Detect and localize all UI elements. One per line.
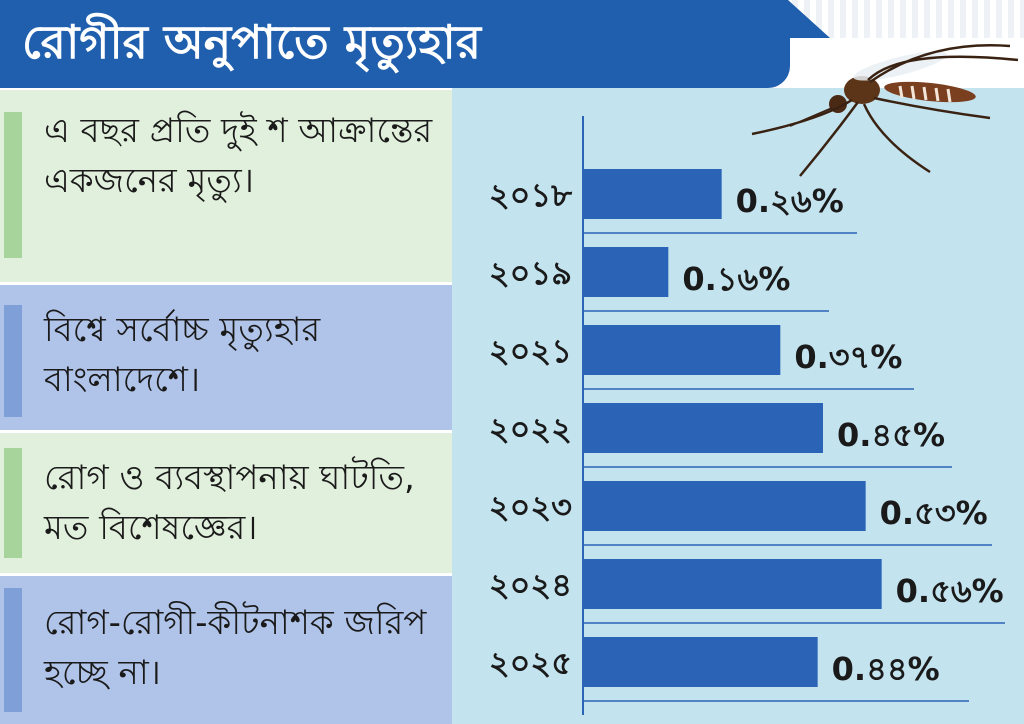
note-marker	[4, 588, 22, 712]
note-panel-2: বিশ্বে সর্বোচ্চ মৃত্যুহার বাংলাদেশে।	[0, 285, 452, 430]
bar	[583, 481, 866, 531]
year-label: ২০১৮	[489, 176, 572, 214]
title-band	[0, 0, 790, 88]
bar	[583, 403, 823, 453]
year-label: ২০২১	[489, 332, 572, 370]
note-text: রোগ-রোগী-কীটনাশক জরিপ হচ্ছে না।	[44, 603, 427, 693]
value-label: 0.৪৪%	[832, 650, 940, 688]
value-label: 0.৫৩%	[880, 494, 988, 532]
year-label: ২০২৪	[489, 566, 572, 604]
bar	[583, 325, 781, 375]
value-label: 0.২৬%	[736, 182, 844, 220]
note-text: এ বছর প্রতি দুই শ আক্রান্তের একজনের মৃত্…	[44, 111, 433, 201]
note-text: রোগ ও ব্যবস্থাপনায় ঘাটতি, মত বিশেষজ্ঞের…	[44, 458, 415, 548]
note-text: বিশ্বে সর্বোচ্চ মৃত্যুহার বাংলাদেশে।	[44, 310, 321, 400]
page-title: রোগীর অনুপাতে মৃত্যুহার	[22, 15, 482, 69]
chart-rows: ২০১৮ 0.২৬% ২০১৯ 0.১৬% ২০২১ 0.৩৭% ২০২২ 0.৪৫% ২০২৩…	[489, 169, 1005, 702]
bar	[583, 637, 818, 687]
note-marker	[4, 112, 22, 258]
year-label: ২০২৩	[489, 488, 572, 526]
year-label: ২০২২	[489, 410, 572, 448]
bar	[583, 559, 882, 609]
note-marker	[4, 448, 22, 558]
note-panel-4: রোগ-রোগী-কীটনাশক জরিপ হচ্ছে না।	[0, 576, 452, 724]
value-label: 0.৩৭%	[794, 338, 902, 376]
bar	[583, 247, 669, 297]
note-panel-1: এ বছর প্রতি দুই শ আক্রান্তের একজনের মৃত্…	[0, 90, 452, 282]
note-panel-3: রোগ ও ব্যবস্থাপনায় ঘাটতি, মত বিশেষজ্ঞের…	[0, 433, 452, 573]
value-label: 0.৪৫%	[837, 416, 945, 454]
value-label: 0.১৬%	[682, 260, 790, 298]
value-label: 0.৫৬%	[896, 572, 1004, 610]
note-marker	[4, 305, 22, 417]
year-label: ২০২৫	[489, 644, 572, 682]
bar	[583, 169, 722, 219]
mosquito-icon	[751, 44, 1019, 177]
year-label: ২০১৯	[489, 254, 572, 292]
